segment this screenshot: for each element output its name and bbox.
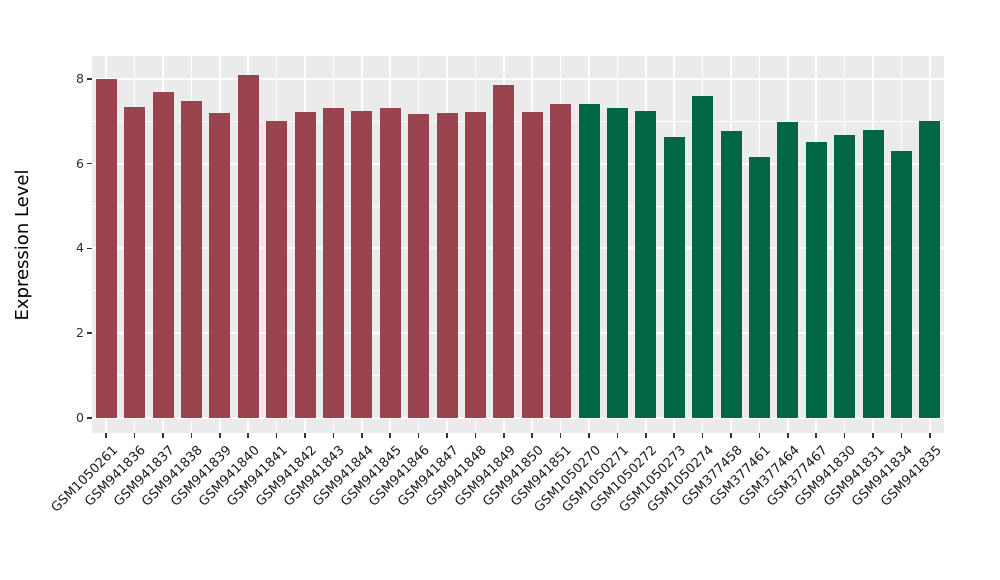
bar <box>379 107 401 418</box>
x-tick-mark <box>673 433 675 438</box>
bar <box>890 150 912 418</box>
y-tick-label: 0 <box>76 410 84 425</box>
bar <box>322 108 344 418</box>
plot-panel <box>92 56 944 433</box>
bar <box>95 78 117 418</box>
bar <box>606 108 628 418</box>
y-tick-label: 8 <box>76 70 84 86</box>
bar <box>464 111 486 418</box>
y-tick-mark <box>87 162 92 165</box>
bar <box>124 107 146 418</box>
bar <box>266 121 288 418</box>
gridline-minor <box>92 375 944 377</box>
bar <box>351 110 373 418</box>
x-tick-mark <box>417 433 420 438</box>
x-tick-mark <box>446 433 448 438</box>
bar <box>663 136 685 418</box>
bar <box>635 110 657 418</box>
gridline-major <box>92 162 944 165</box>
bar <box>152 92 174 418</box>
bar <box>436 112 458 418</box>
bar <box>209 112 231 418</box>
y-tick-label: 2 <box>76 325 84 341</box>
y-tick-mark <box>87 332 92 334</box>
gridline-major <box>92 417 944 419</box>
y-tick-mark <box>87 247 92 250</box>
bar <box>748 157 770 418</box>
x-tick-mark <box>247 433 249 438</box>
y-tick-label: 6 <box>76 155 84 171</box>
x-tick-mark <box>219 433 221 438</box>
y-tick-label: 4 <box>76 240 84 256</box>
gridline-minor <box>92 205 944 207</box>
bar <box>919 121 941 418</box>
x-tick-mark <box>872 433 874 438</box>
x-tick-mark <box>730 433 732 438</box>
bar <box>237 74 259 418</box>
x-tick-mark <box>559 433 562 438</box>
bar <box>550 104 572 418</box>
x-tick-mark <box>929 433 931 438</box>
x-tick-mark <box>843 433 846 438</box>
x-tick-mark <box>588 433 590 438</box>
x-tick-mark <box>900 433 903 438</box>
bar <box>408 114 430 418</box>
bar <box>834 135 856 418</box>
y-tick-mark <box>87 78 92 80</box>
bar <box>180 101 202 418</box>
x-tick-mark <box>815 433 817 438</box>
gridline-minor <box>92 120 944 122</box>
x-tick-mark <box>190 433 193 438</box>
bar <box>578 104 600 418</box>
x-tick-mark <box>701 433 704 438</box>
bar <box>692 95 714 418</box>
x-tick-mark <box>616 433 619 438</box>
x-tick-mark <box>474 433 477 438</box>
x-tick-mark <box>361 433 363 438</box>
bar <box>294 111 316 418</box>
bar <box>777 122 799 418</box>
x-tick-mark <box>531 433 533 438</box>
bar <box>521 111 543 418</box>
x-tick-mark <box>105 433 107 438</box>
gridline-major <box>92 247 944 250</box>
x-tick-mark <box>133 433 136 438</box>
x-tick-mark <box>645 433 647 438</box>
gridline-major <box>92 77 944 80</box>
bar <box>720 130 742 418</box>
bar <box>862 129 884 418</box>
y-tick-mark <box>87 417 92 419</box>
bar <box>805 142 827 418</box>
x-tick-mark <box>304 433 306 438</box>
x-tick-mark <box>162 433 164 438</box>
x-tick-mark <box>389 433 391 438</box>
gridline-major <box>92 332 944 335</box>
x-tick-mark <box>332 433 335 438</box>
x-tick-mark <box>758 433 761 438</box>
x-tick-mark <box>503 433 505 438</box>
bar <box>493 85 515 418</box>
x-tick-mark <box>275 433 278 438</box>
gridline-minor <box>92 290 944 292</box>
x-tick-mark <box>787 433 789 438</box>
